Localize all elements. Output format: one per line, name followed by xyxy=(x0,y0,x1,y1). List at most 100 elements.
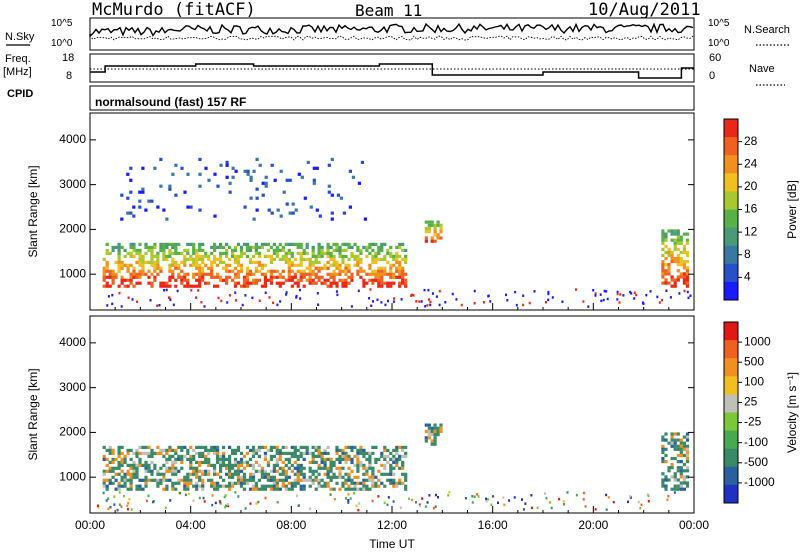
echo-cell xyxy=(126,451,130,455)
clutter-cell xyxy=(528,301,531,305)
echo-cell xyxy=(174,448,178,452)
colorbar-segment xyxy=(724,412,738,432)
echo-cell xyxy=(198,478,202,482)
echo-cell xyxy=(162,284,166,288)
echo-cell xyxy=(682,272,686,276)
echo-cell xyxy=(147,275,151,279)
echo-cell xyxy=(108,284,112,288)
echo-cell xyxy=(198,463,202,467)
echo-cell xyxy=(682,475,686,479)
clutter-cell xyxy=(386,503,389,507)
echo-cell xyxy=(332,242,336,246)
echo-cell xyxy=(195,472,199,476)
echo-cell xyxy=(679,469,683,473)
echo-cell xyxy=(129,242,133,246)
clutter-cell xyxy=(551,296,554,299)
echo-cell xyxy=(275,248,279,252)
echo-cell xyxy=(186,242,190,246)
echo-cell xyxy=(213,242,217,246)
echo-cell xyxy=(279,169,283,173)
echo-cell xyxy=(239,475,244,479)
echo-cell xyxy=(404,248,408,252)
echo-cell xyxy=(332,278,336,282)
clutter-cell xyxy=(523,508,525,511)
echo-cell xyxy=(135,484,139,488)
echo-cell xyxy=(326,451,330,455)
echo-cell xyxy=(335,272,339,276)
echo-cell xyxy=(383,466,387,470)
echo-cell xyxy=(332,269,336,273)
echo-cell xyxy=(114,272,118,276)
echo-cell xyxy=(156,451,160,455)
echo-cell xyxy=(263,254,267,258)
clutter-cell xyxy=(279,300,282,303)
clutter-cell xyxy=(642,302,645,305)
clutter-cell xyxy=(489,300,492,303)
echo-cell xyxy=(219,454,223,458)
echo-cell xyxy=(356,263,360,267)
clutter-cell xyxy=(384,303,387,307)
clutter-cell xyxy=(429,303,432,307)
echo-cell xyxy=(186,205,190,209)
echo-cell xyxy=(300,175,304,179)
echo-cell xyxy=(254,251,258,255)
clutter-cell xyxy=(172,303,175,307)
echo-cell xyxy=(275,460,279,464)
echo-cell xyxy=(162,242,166,246)
echo-cell xyxy=(132,475,136,479)
clutter-cell xyxy=(629,290,632,294)
echo-cell xyxy=(189,481,193,485)
echo-cell xyxy=(132,463,136,467)
echo-cell xyxy=(129,251,133,255)
echo-cell xyxy=(679,250,683,255)
echo-cell xyxy=(228,484,232,488)
clutter-cell xyxy=(244,507,247,510)
noise-tick-bottom-right: 10^0 xyxy=(708,38,730,49)
echo-cell xyxy=(135,251,139,255)
echo-cell xyxy=(338,245,342,249)
echo-cell xyxy=(123,478,127,482)
colorbar-segment xyxy=(724,394,738,413)
echo-cell xyxy=(269,272,273,276)
echo-cell xyxy=(685,484,690,488)
y-tick-label: 2000 xyxy=(59,425,86,439)
clutter-cell xyxy=(647,500,650,503)
echo-cell xyxy=(344,472,348,476)
echo-cell xyxy=(153,263,157,267)
echo-cell xyxy=(174,460,178,464)
clutter-cell xyxy=(295,296,298,299)
echo-cell xyxy=(135,472,139,476)
echo-cell xyxy=(266,248,270,252)
echo-cell xyxy=(302,248,306,252)
echo-cell xyxy=(242,281,247,285)
echo-cell xyxy=(201,460,205,464)
echo-cell xyxy=(201,487,205,491)
echo-cell xyxy=(341,284,345,288)
echo-cell xyxy=(219,469,223,473)
echo-cell xyxy=(365,281,369,285)
clutter-cell xyxy=(113,495,116,498)
echo-cell xyxy=(102,257,106,261)
colorbar-segment xyxy=(724,466,738,486)
echo-cell xyxy=(332,263,336,267)
echo-cell xyxy=(231,254,235,258)
clutter-cell xyxy=(226,503,229,506)
echo-cell xyxy=(395,484,399,488)
colorbar-segment xyxy=(724,209,738,229)
echo-cell xyxy=(299,478,303,482)
echo-cell xyxy=(664,244,668,248)
echo-cell xyxy=(287,457,291,461)
echo-cell xyxy=(105,242,109,246)
echo-cell xyxy=(673,229,677,233)
echo-cell xyxy=(685,260,690,264)
echo-cell xyxy=(195,487,199,491)
echo-cell xyxy=(171,260,175,264)
echo-cell xyxy=(233,275,238,279)
echo-cell xyxy=(670,475,674,479)
clutter-cell xyxy=(218,500,221,503)
echo-cell xyxy=(302,487,306,491)
clutter-cell xyxy=(438,303,441,307)
echo-cell xyxy=(329,478,333,482)
echo-cell xyxy=(201,481,205,485)
echo-cell xyxy=(380,281,384,285)
